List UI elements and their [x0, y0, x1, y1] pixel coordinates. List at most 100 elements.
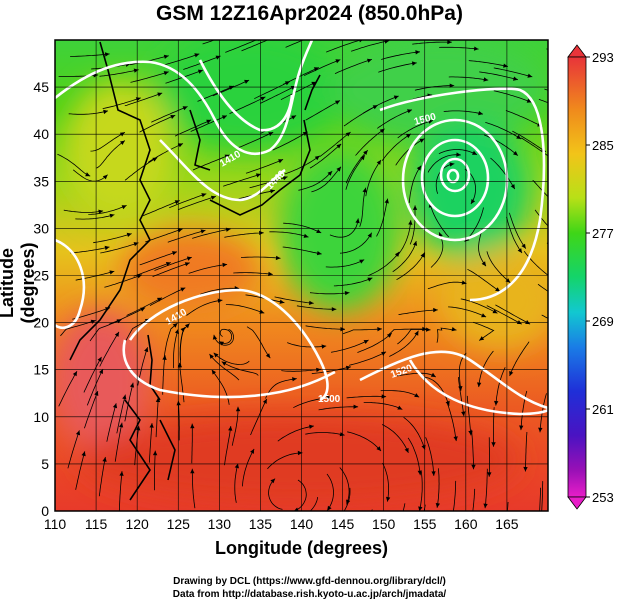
streamline [225, 304, 265, 314]
streamline-arrow [297, 450, 303, 456]
streamline [334, 59, 373, 74]
streamline [493, 407, 495, 447]
streamline [188, 264, 228, 274]
streamline [398, 309, 438, 315]
streamline [149, 423, 153, 463]
streamline-arrow [479, 336, 485, 341]
axis-ticks: 110 115 120 125 130 135 140 145 150 155 160 165 0 5 10… [33, 79, 518, 532]
streamline [272, 131, 308, 151]
streamline-arrow [184, 262, 190, 267]
streamline-arrow [177, 362, 183, 368]
streamline [355, 128, 385, 156]
streamline [486, 305, 522, 325]
streamline-arrow [235, 30, 240, 34]
streamline [493, 90, 532, 103]
x-tick-label: 120 [125, 516, 149, 532]
streamline-arrow [526, 98, 532, 103]
streamline [539, 487, 541, 511]
streamline-arrow [99, 369, 103, 374]
streamline-arrow [219, 341, 225, 346]
streamline-arrow [428, 119, 433, 124]
streamline [305, 432, 345, 436]
streamline [161, 53, 200, 67]
streamline [99, 69, 139, 77]
streamline [419, 471, 423, 511]
streamline [63, 209, 104, 213]
streamline [325, 259, 365, 268]
streamline-arrow [72, 371, 77, 377]
streamline [98, 456, 106, 497]
streamline-arrow [121, 205, 127, 210]
streamline-arrow [170, 115, 176, 119]
streamline-arrow [414, 393, 420, 398]
streamline-arrow [449, 162, 455, 167]
streamline [365, 159, 382, 197]
streamline [403, 416, 426, 450]
streamline [452, 480, 457, 511]
streamline [304, 59, 341, 76]
streamline-arrow [471, 464, 476, 470]
streamline [309, 292, 350, 295]
streamline-arrow [408, 220, 413, 225]
streamline [192, 228, 231, 239]
streamline [93, 233, 132, 244]
streamline [339, 467, 350, 505]
streamline-arrow [483, 503, 488, 509]
streamline-arrow [376, 446, 381, 451]
streamline-arrow [197, 69, 203, 74]
streamline [296, 305, 337, 310]
x-tick-label: 140 [290, 516, 314, 532]
streamline [350, 40, 390, 52]
streamline-arrow [412, 241, 418, 246]
streamline-arrow [417, 470, 422, 476]
streamline [223, 173, 262, 187]
streamline-arrow [353, 404, 359, 409]
streamline-arrow [513, 151, 518, 156]
streamline-arrow [250, 448, 255, 454]
streamline-arrow [406, 133, 411, 139]
contour-label: 1500 [318, 394, 341, 405]
streamline-arrow [265, 353, 271, 359]
streamline-arrow [144, 347, 149, 353]
streamline [311, 366, 351, 375]
streamline-arrow [344, 291, 350, 296]
streamline-arrow [335, 100, 340, 105]
streamline [397, 329, 431, 345]
streamline-arrow [112, 403, 118, 409]
streamline-arrow [282, 176, 288, 181]
y-tick-label: 0 [41, 503, 49, 519]
streamline [88, 205, 127, 215]
streamline [538, 98, 548, 104]
streamline [142, 200, 180, 217]
streamline [70, 246, 110, 254]
streamline [473, 321, 495, 341]
streamline-arrow [104, 245, 110, 251]
streamline [402, 503, 406, 511]
streamline-arrow [213, 352, 219, 358]
streamline-arrow [270, 478, 276, 484]
streamline-arrow [386, 333, 392, 338]
streamline-arrow [430, 372, 436, 377]
streamline [329, 218, 359, 238]
streamline [116, 394, 126, 434]
streamline [179, 362, 185, 403]
x-tick-label: 125 [167, 516, 191, 532]
streamline-arrow [114, 331, 119, 337]
streamline [381, 133, 412, 161]
streamline-arrow [433, 307, 438, 313]
streamline [68, 110, 109, 115]
streamline-arrow [412, 537, 416, 542]
streamline-arrow [412, 205, 418, 210]
streamline-arrow [435, 503, 440, 508]
streamline [293, 479, 307, 511]
streamline [427, 281, 467, 290]
streamline-arrow [104, 52, 110, 57]
streamline [472, 488, 476, 511]
streamline [309, 143, 342, 169]
streamline-arrow [81, 451, 86, 457]
streamline-arrow [211, 369, 217, 375]
colorbar-tick-label: 285 [592, 138, 614, 153]
weather-map: 1410 1440 1500 1410 1520 1500 110 115 120 1… [33, 30, 614, 542]
streamline [285, 40, 305, 48]
streamline [333, 277, 373, 287]
